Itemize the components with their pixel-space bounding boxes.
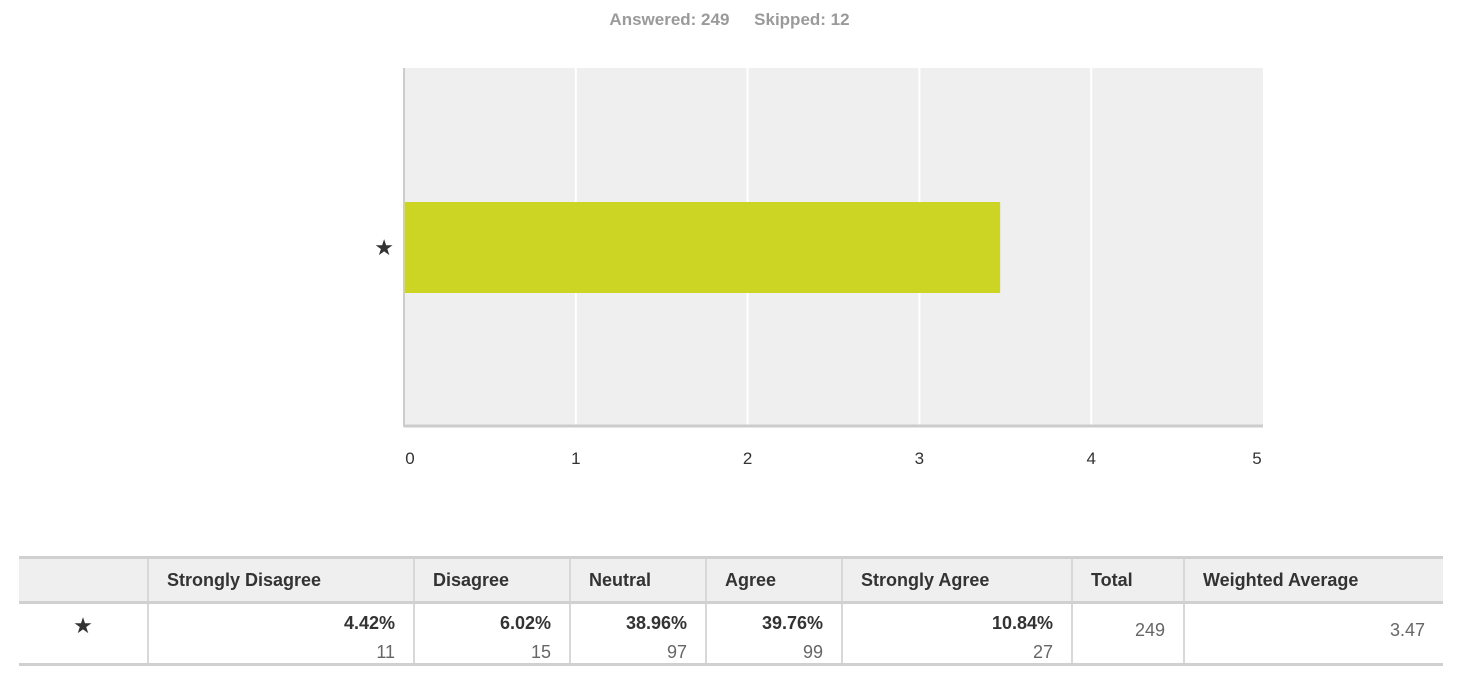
table-cell: 38.96% 97 xyxy=(569,602,706,666)
table-header-cell: Disagree xyxy=(413,556,570,604)
cell-percent: 39.76% xyxy=(761,613,823,633)
table-header-cell: Agree xyxy=(705,556,842,604)
table-header-row: Strongly Disagree Disagree Neutral Agree… xyxy=(19,556,1443,604)
table-cell: 39.76% 99 xyxy=(705,602,842,666)
bar-chart: 0 1 2 3 4 5 ★ xyxy=(374,68,1263,468)
response-summary: Answered: 249 Skipped: 12 xyxy=(0,10,1459,30)
category-label-star-icon: ★ xyxy=(374,235,394,260)
results-table: Strongly Disagree Disagree Neutral Agree… xyxy=(19,556,1443,666)
skipped-count: Skipped: 12 xyxy=(754,10,850,29)
table-header-cell: Weighted Average xyxy=(1183,556,1443,604)
cell-count: 15 xyxy=(530,642,551,662)
x-tick-labels: 0 1 2 3 4 5 xyxy=(405,449,1261,468)
cell-percent: 10.84% xyxy=(991,613,1053,633)
x-tick-label: 2 xyxy=(743,449,752,468)
x-tick-label: 1 xyxy=(571,449,580,468)
total-cell: 249 xyxy=(1071,602,1184,666)
total-count: 249 xyxy=(1134,620,1165,640)
cell-count: 27 xyxy=(1032,642,1053,662)
row-label-star: ★ xyxy=(19,602,148,666)
x-tick-label: 3 xyxy=(915,449,924,468)
bars xyxy=(405,202,1001,293)
table-header-blank xyxy=(19,556,148,604)
table-header-cell: Strongly Agree xyxy=(841,556,1072,604)
table-header-cell: Neutral xyxy=(569,556,706,604)
table-header-cell: Total xyxy=(1071,556,1184,604)
bar xyxy=(405,202,1001,293)
x-tick-label: 5 xyxy=(1252,449,1261,468)
table-row: ★ 4.42% 11 6.02% 15 38.96% 97 39.76% 99 10.8… xyxy=(19,602,1443,666)
x-tick-label: 4 xyxy=(1086,449,1095,468)
cell-count: 11 xyxy=(376,642,395,662)
cell-count: 97 xyxy=(666,642,687,662)
cell-percent: 38.96% xyxy=(625,613,687,633)
table-cell: 4.42% 11 xyxy=(147,602,414,666)
weighted-average-cell: 3.47 xyxy=(1183,602,1443,666)
table-cell: 10.84% 27 xyxy=(841,602,1072,666)
table-header-cell: Strongly Disagree xyxy=(147,556,414,604)
weighted-average-value: 3.47 xyxy=(1389,620,1425,640)
answered-count: Answered: 249 xyxy=(609,10,730,29)
y-category-labels: ★ xyxy=(374,235,394,260)
x-tick-label: 0 xyxy=(405,449,414,468)
cell-percent: 4.42% xyxy=(343,613,395,633)
cell-count: 99 xyxy=(802,642,823,662)
table-cell: 6.02% 15 xyxy=(413,602,570,666)
cell-percent: 6.02% xyxy=(499,613,551,633)
